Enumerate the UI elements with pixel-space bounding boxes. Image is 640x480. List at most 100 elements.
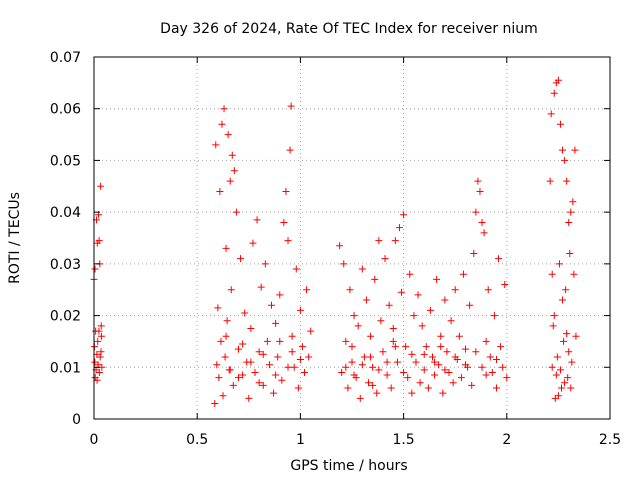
data-point	[215, 374, 223, 382]
data-point	[226, 177, 234, 185]
data-point	[408, 350, 416, 358]
data-point	[284, 237, 292, 245]
x-tick-label: 2.5	[599, 432, 621, 448]
y-tick-label: 0.01	[50, 360, 81, 376]
data-point	[389, 337, 397, 345]
data-point	[449, 379, 457, 387]
data-point	[307, 327, 315, 335]
data-point	[383, 371, 391, 379]
data-point	[95, 237, 103, 245]
data-point	[282, 187, 290, 195]
data-point	[360, 353, 368, 361]
data-point	[548, 270, 556, 278]
data-point	[490, 312, 498, 320]
data-point	[276, 337, 284, 345]
data-point	[549, 322, 557, 330]
data-point	[472, 208, 480, 216]
data-point	[342, 337, 350, 345]
data-point	[219, 392, 227, 400]
data-point	[213, 361, 221, 369]
data-point	[375, 366, 383, 374]
data-point	[227, 286, 235, 294]
data-point	[216, 187, 224, 195]
data-point	[484, 286, 492, 294]
data-point	[226, 366, 234, 374]
data-point	[391, 237, 399, 245]
data-point	[218, 120, 226, 128]
data-point	[97, 182, 105, 190]
data-point	[230, 167, 238, 175]
data-point	[560, 337, 568, 345]
data-point	[301, 368, 309, 376]
data-point	[288, 332, 296, 340]
data-point	[369, 363, 377, 371]
data-point	[563, 330, 571, 338]
data-point	[270, 389, 278, 397]
axis-ticks: 0 0.5 1 1.5 2 2.5 0 0.01 0.02 0.03 0.04 0.05 0.06 0.0…	[50, 50, 621, 448]
data-point	[495, 255, 503, 263]
data-point	[305, 353, 313, 361]
data-point	[373, 389, 381, 397]
data-point	[548, 363, 556, 371]
data-point	[97, 322, 105, 330]
data-point	[348, 358, 356, 366]
data-point	[480, 229, 488, 237]
y-tick-label: 0	[72, 412, 81, 428]
data-point	[416, 379, 424, 387]
data-point	[249, 239, 257, 247]
data-point	[393, 358, 401, 366]
data-point	[457, 374, 465, 382]
data-point	[241, 309, 249, 317]
data-point	[554, 392, 562, 400]
data-point	[488, 368, 496, 376]
data-point	[367, 332, 375, 340]
data-point	[387, 384, 395, 392]
data-point	[234, 374, 242, 382]
data-point	[561, 379, 569, 387]
data-point	[298, 343, 306, 351]
data-point	[278, 376, 286, 384]
data-point	[391, 343, 399, 351]
data-point	[422, 343, 430, 351]
data-point	[379, 348, 387, 356]
data-point	[336, 242, 344, 250]
data-point	[95, 327, 103, 335]
x-tick-label: 0	[90, 432, 99, 448]
data-point	[234, 345, 242, 353]
data-point	[222, 332, 230, 340]
data-point	[400, 368, 408, 376]
data-point	[340, 260, 348, 268]
data-point	[224, 131, 232, 139]
data-point	[437, 332, 445, 340]
data-point	[402, 343, 410, 351]
data-point	[474, 177, 482, 185]
data-point	[559, 146, 567, 154]
data-point	[420, 350, 428, 358]
data-point	[211, 399, 219, 407]
y-tick-label: 0.07	[50, 50, 81, 66]
data-point	[358, 265, 366, 273]
data-point	[468, 381, 476, 389]
data-point	[466, 301, 474, 309]
data-point	[259, 381, 267, 389]
data-point	[93, 376, 101, 384]
data-point	[94, 337, 102, 345]
data-point	[567, 208, 575, 216]
data-points	[90, 76, 580, 407]
data-point	[492, 384, 500, 392]
data-point	[414, 291, 422, 299]
data-point	[232, 208, 240, 216]
data-point	[572, 332, 580, 340]
data-point	[431, 358, 439, 366]
data-point	[253, 216, 261, 224]
data-point	[284, 363, 292, 371]
data-point	[559, 296, 567, 304]
data-point	[263, 337, 271, 345]
data-point	[255, 348, 263, 356]
data-point	[280, 218, 288, 226]
data-point	[408, 389, 416, 397]
data-point	[247, 358, 255, 366]
data-point	[276, 291, 284, 299]
y-tick-label: 0.03	[50, 257, 81, 273]
